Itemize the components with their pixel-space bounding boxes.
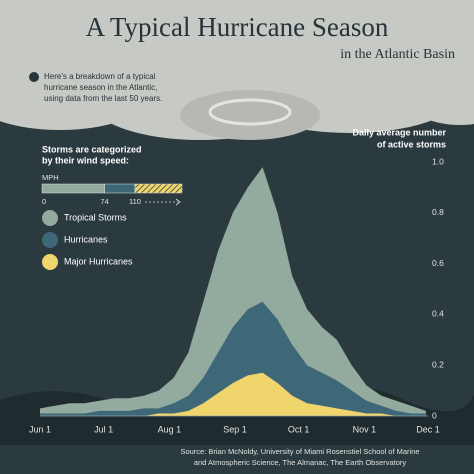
legend-label: Major Hurricanes [64, 256, 133, 266]
wind-segment [134, 183, 183, 194]
legend-swatch [42, 210, 58, 226]
y-tick-label: 1.0 [432, 156, 444, 166]
wind-tick-label: 74 [100, 197, 108, 206]
y-axis-label: Daily average number [352, 127, 446, 137]
x-tick-label: Dec 1 [416, 424, 440, 434]
x-tick-label: Sep 1 [223, 424, 247, 434]
legend-heading: by their wind speed: [42, 155, 129, 165]
area [40, 301, 426, 416]
area [40, 372, 426, 416]
wind-segment [41, 183, 105, 194]
legend-label: Tropical Storms [64, 212, 127, 222]
x-tick-label: Nov 1 [353, 424, 377, 434]
unit-label: MPH [42, 173, 59, 182]
y-tick-label: 0.2 [432, 359, 444, 369]
source: and Atmospheric Science, The Almanac, Th… [194, 458, 407, 467]
y-axis-label: of active storms [377, 139, 446, 149]
y-tick-label: 0.6 [432, 258, 444, 268]
y-tick-label: 0.4 [432, 309, 444, 319]
wind-tick-label: 0 [42, 197, 46, 206]
info-icon [29, 72, 39, 82]
intro-line: Here's a breakdown of a typical [44, 72, 156, 81]
y-tick-label: 0.8 [432, 207, 444, 217]
wind-tick-label: 110 [129, 197, 141, 206]
x-tick-label: Jul 1 [94, 424, 113, 434]
title: A Typical Hurricane Season [86, 12, 389, 42]
y-tick-label: 0 [432, 410, 437, 420]
legend-swatch [42, 232, 58, 248]
legend-heading: Storms are categorized [42, 144, 142, 154]
plot: 0 0.2 0.4 0.6 0.8 1.0 Jun 1 Jul 1 Aug 1 Sep 1 Oct … [0, 156, 474, 445]
source: Source: Brian McNoldy, University of Mia… [180, 447, 419, 456]
area [40, 167, 426, 416]
x-tick-label: Aug 1 [158, 424, 182, 434]
wind-segment [104, 183, 136, 194]
legend-label: Hurricanes [64, 234, 108, 244]
subtitle: in the Atlantic Basin [340, 47, 455, 62]
arrow-head [175, 198, 181, 206]
x-tick-label: Jun 1 [29, 424, 51, 434]
intro-line: hurricane season in the Atlantic, [44, 83, 157, 92]
intro-line: using data from the last 50 years. [44, 94, 162, 103]
clouds [0, 0, 474, 140]
legend-swatch [42, 254, 58, 270]
x-tick-label: Oct 1 [288, 424, 310, 434]
